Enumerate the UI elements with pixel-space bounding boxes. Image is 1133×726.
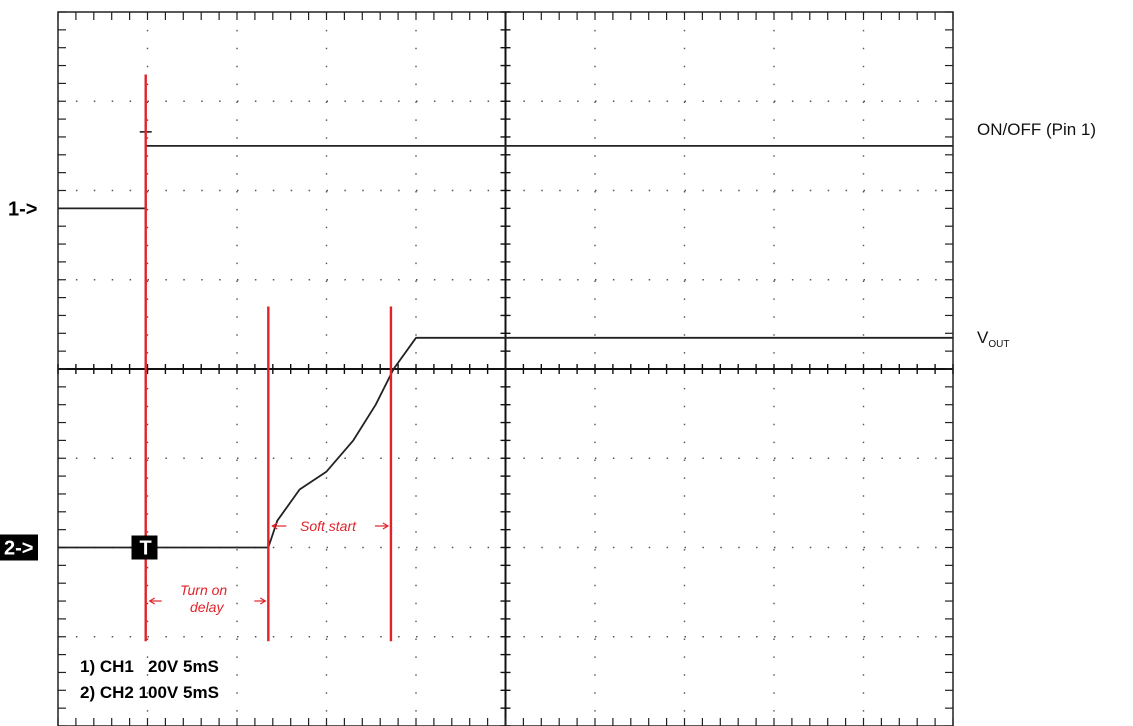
vout-subscript: OUT [988, 339, 1009, 350]
series-label-vout: VOUT [977, 328, 1009, 350]
trigger-marker: T [131, 535, 158, 560]
series-line-vout [58, 336, 953, 549]
soft-start-arrow-left-head [271, 522, 278, 530]
channel-2-marker-label: 2-> [4, 538, 33, 560]
trigger-marker-label: T [140, 538, 152, 560]
series-label-on-off: ON/OFF (Pin 1) [977, 120, 1096, 139]
graticule [57, 11, 954, 726]
turn-on-arrow-left-head [148, 597, 156, 605]
soft-start-arrow-right-head [382, 522, 390, 530]
channel-1-marker: 1-> [8, 198, 37, 220]
turn-on-arrow-right-head [260, 597, 267, 605]
soft-start-annotation: Soft start [300, 518, 357, 534]
vout-main: V [977, 328, 989, 347]
turn-on-annotation-line2: delay [190, 599, 224, 615]
settings-ch2: 2) CH2 100V 5mS [80, 683, 219, 702]
settings-ch1: 1) CH1 20V 5mS [80, 657, 219, 676]
markers [144, 74, 393, 642]
turn-on-annotation-line1: Turn on [180, 582, 227, 598]
channel-2-marker: 2-> [0, 534, 38, 561]
annotation-arrows [148, 522, 390, 605]
